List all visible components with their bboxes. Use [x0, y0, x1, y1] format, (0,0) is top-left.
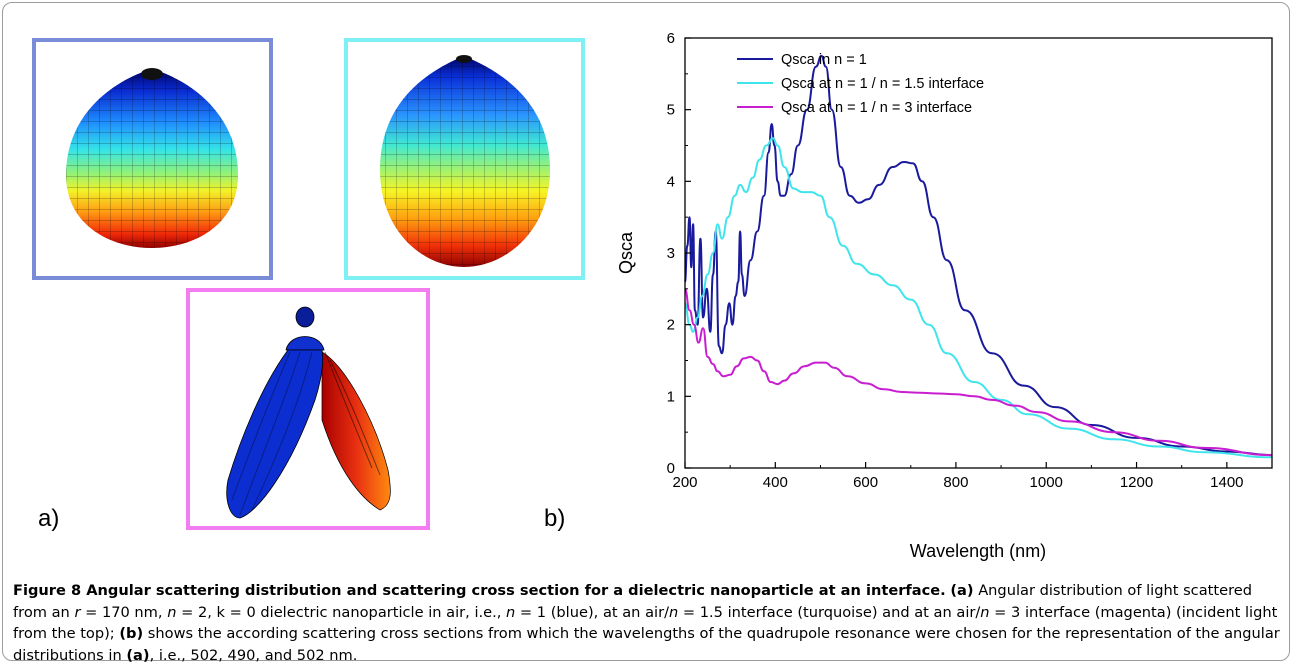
y-tick-label: 3 — [667, 245, 675, 262]
x-tick-label: 600 — [853, 474, 878, 491]
legend-label: Qsca at n = 1 / n = 1.5 interface — [781, 76, 984, 92]
y-tick-label: 0 — [667, 460, 675, 477]
caption-var: n — [167, 603, 177, 621]
x-axis-title: Wavelength (nm) — [910, 541, 1046, 561]
y-tick-label: 1 — [667, 388, 675, 405]
caption-text: = 1.5 interface (turquoise) and at an ai… — [678, 603, 981, 621]
chart-series-group — [684, 54, 1273, 459]
y-tick-label: 5 — [667, 102, 675, 119]
lobes-magenta-image — [186, 288, 430, 530]
drop-blue-image — [32, 38, 273, 280]
x-tick-label: 800 — [943, 474, 968, 491]
caption-ref-b: (b) — [119, 625, 144, 642]
figure-caption: Figure 8 Angular scattering distribution… — [13, 580, 1283, 666]
x-tick-label: 400 — [763, 474, 788, 491]
figure-panels: a) b) 200 400 600 800 1000 1200 1400 0 1 2 3 4 5 6 Wa… — [32, 30, 1273, 561]
drop-turquoise-image — [344, 38, 585, 280]
magenta-frame — [186, 288, 430, 530]
caption-text: = 170 nm, — [80, 603, 168, 621]
chart-ticks-group: 200 400 600 800 1000 1200 1400 0 1 2 3 4 5 6 — [667, 30, 1244, 491]
caption-ref-a: (a) — [126, 646, 150, 664]
panel-a-label: a) — [38, 505, 59, 532]
caption-title: Figure 8 Angular scattering distribution… — [13, 582, 946, 599]
qsca-chart: 200 400 600 800 1000 1200 1400 0 1 2 3 4 5 6 Waveleng… — [616, 30, 1273, 561]
caption-var: n — [669, 603, 679, 621]
caption-var: n — [980, 603, 990, 621]
caption-text: = 2, k = 0 dielectric nanoparticle in ai… — [176, 603, 507, 621]
caption-text: shows the according scattering cross sec… — [13, 625, 1280, 664]
caption-var: r — [74, 603, 81, 621]
caption-ref-a: (a) — [950, 582, 974, 599]
y-tick-label: 6 — [667, 30, 675, 47]
x-tick-label: 1400 — [1210, 474, 1243, 491]
blue-frame — [32, 38, 273, 280]
x-tick-label: 200 — [672, 474, 697, 491]
caption-text: Angular distribution of light scattered … — [13, 582, 1252, 621]
panel-b-label: b) — [544, 505, 565, 532]
caption-var: n — [506, 603, 516, 621]
x-tick-label: 1000 — [1030, 474, 1063, 491]
y-tick-label: 4 — [667, 173, 675, 190]
chart-legend: Qsca in n = 1 Qsca at n = 1 / n = 1.5 int… — [737, 52, 984, 116]
caption-text: = 1 (blue), at an air/ — [515, 603, 669, 621]
turquoise-frame — [344, 38, 585, 280]
series-line-2 — [684, 137, 1273, 459]
series-line-3 — [684, 287, 1273, 457]
caption-text: , i.e., 502, 490, and 502 nm. — [149, 646, 358, 664]
legend-label: Qsca in n = 1 — [781, 52, 867, 68]
y-axis-title: Qsca — [616, 231, 636, 274]
y-tick-label: 2 — [667, 317, 675, 334]
legend-label: Qsca at n = 1 / n = 3 interface — [781, 100, 972, 116]
plot-frame — [684, 37, 1273, 469]
series-line-1 — [684, 54, 1273, 457]
x-tick-label: 1200 — [1120, 474, 1153, 491]
caption-text: = 3 interface (magenta) (incident light … — [13, 603, 1278, 643]
